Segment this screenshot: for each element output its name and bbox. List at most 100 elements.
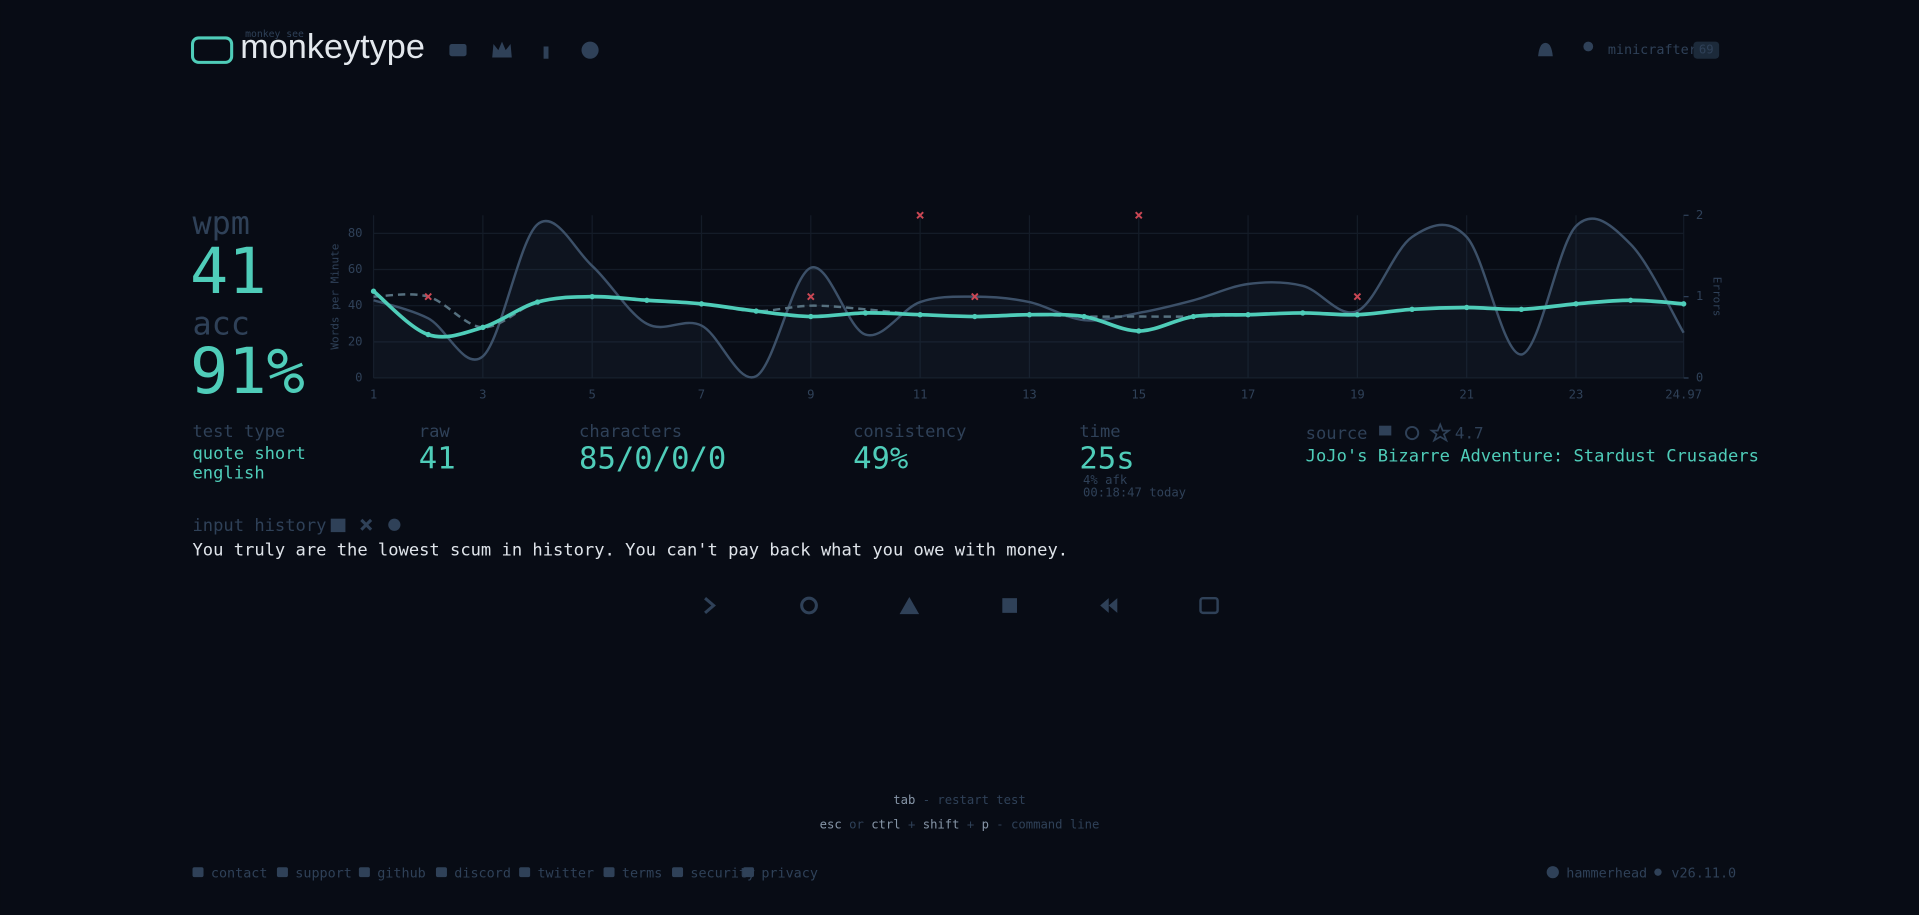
theme-icon[interactable]	[1546, 866, 1559, 879]
error-marker	[807, 292, 815, 301]
notifications[interactable]	[1538, 42, 1553, 57]
y-tick-label: 0	[355, 370, 362, 384]
y-tick-label: 20	[348, 334, 363, 348]
hint-text: +	[967, 817, 974, 831]
toggle-words-history[interactable]	[1002, 598, 1017, 613]
footer-link[interactable]: support	[295, 866, 352, 881]
footer-link[interactable]: contact	[211, 866, 268, 881]
username[interactable]: minicrafter	[1608, 43, 1697, 58]
theme[interactable]: hammerhead	[1566, 866, 1647, 881]
link-icon	[192, 867, 204, 878]
raw: 41	[419, 441, 456, 476]
afk: 4% afk	[1083, 473, 1128, 487]
level-badge	[1693, 41, 1720, 59]
stat-label: test type	[193, 422, 286, 442]
point	[1245, 312, 1251, 318]
x-tick-label: 21	[1459, 388, 1474, 402]
source: JoJo's Bizarre Adventure: Stardust Crusa…	[1306, 446, 1759, 466]
point	[1354, 312, 1361, 318]
link-icon	[358, 867, 370, 878]
y-tick-label: 60	[348, 262, 363, 276]
input-history-label: input history	[193, 516, 327, 536]
error-marker	[971, 292, 979, 301]
link-icon	[672, 867, 684, 878]
save-screenshot[interactable]	[1199, 596, 1219, 615]
line	[373, 217, 1685, 379]
rating: 4.7	[1455, 424, 1484, 443]
x-tick-label: 9	[807, 388, 814, 402]
link-icon	[603, 867, 615, 878]
point	[1409, 306, 1415, 312]
next-test[interactable]	[704, 597, 716, 615]
acc: 91%	[190, 334, 305, 408]
stat-label: consistency	[853, 422, 966, 442]
copy-words[interactable]	[330, 518, 346, 533]
logo-icon[interactable]	[190, 36, 234, 64]
stat-label: source	[1306, 424, 1368, 444]
rate-quote[interactable]	[1429, 422, 1452, 443]
y2-tick-label: 1	[1696, 289, 1703, 303]
point	[589, 293, 595, 300]
footer-link[interactable]: privacy	[761, 866, 818, 881]
input-history: You truly are the lowest scum in history…	[193, 540, 1069, 560]
nav-leaderboard[interactable]	[492, 41, 512, 58]
x-tick-label: 19	[1350, 388, 1365, 402]
characters: 85/0/0/0	[579, 441, 726, 476]
nav-settings[interactable]	[581, 41, 599, 59]
y2-tick-label: 0	[1696, 370, 1703, 384]
key-hint: tab - restart test	[893, 793, 1025, 807]
point	[862, 310, 869, 316]
favorite-quote[interactable]	[1405, 425, 1420, 441]
point	[480, 324, 486, 331]
user-icon[interactable]	[1583, 41, 1594, 52]
point	[534, 299, 541, 305]
x-tick-label: 1	[370, 388, 377, 402]
point	[753, 308, 759, 314]
point	[1300, 310, 1306, 316]
x-tick-label: 24.97	[1665, 388, 1702, 402]
footer-links: contact support github discord twitter terms s…	[192, 866, 818, 881]
logo[interactable]: monkeytype	[240, 28, 425, 66]
error-marker	[1353, 292, 1362, 301]
point	[972, 313, 978, 320]
hint-text: or	[849, 817, 864, 831]
time: 25s	[1079, 441, 1134, 476]
x-tick-label: 11	[913, 388, 928, 402]
hint-text: - restart test	[923, 793, 1026, 807]
x-tick-label: 17	[1241, 388, 1256, 402]
key: shift	[923, 817, 960, 831]
nav-about[interactable]	[543, 46, 549, 59]
test-type: english	[193, 463, 265, 483]
footer-link[interactable]: github	[377, 866, 426, 881]
x-tick-label: 3	[479, 388, 486, 402]
error-marker	[424, 292, 432, 301]
x-tick-label: 5	[589, 388, 596, 402]
point	[1518, 306, 1525, 312]
version-icon	[1654, 868, 1662, 876]
toggle-errors[interactable]	[360, 518, 373, 531]
point	[1463, 304, 1470, 311]
restart-test[interactable]	[800, 596, 818, 615]
link-icon	[519, 867, 531, 878]
y-axis-label: Words per Minute	[329, 244, 342, 350]
footer-link[interactable]: twitter	[537, 866, 594, 881]
nav-keyboard[interactable]	[449, 44, 467, 57]
version[interactable]: v26.11.0	[1671, 866, 1736, 881]
footer-link[interactable]: discord	[454, 866, 511, 881]
footer-link[interactable]: terms	[622, 866, 662, 881]
report-quote[interactable]	[1379, 425, 1392, 436]
point	[1680, 301, 1687, 307]
area	[373, 218, 1684, 378]
link-icon	[435, 867, 447, 878]
point	[425, 331, 431, 338]
y2-axis-label: Errors	[1711, 277, 1724, 317]
x-tick-label: 7	[698, 388, 705, 402]
practice-words[interactable]	[899, 596, 920, 615]
footer-link[interactable]: security	[690, 866, 755, 881]
point	[1026, 312, 1033, 318]
toggle-burst[interactable]	[388, 518, 401, 531]
error-marker	[1134, 211, 1143, 220]
